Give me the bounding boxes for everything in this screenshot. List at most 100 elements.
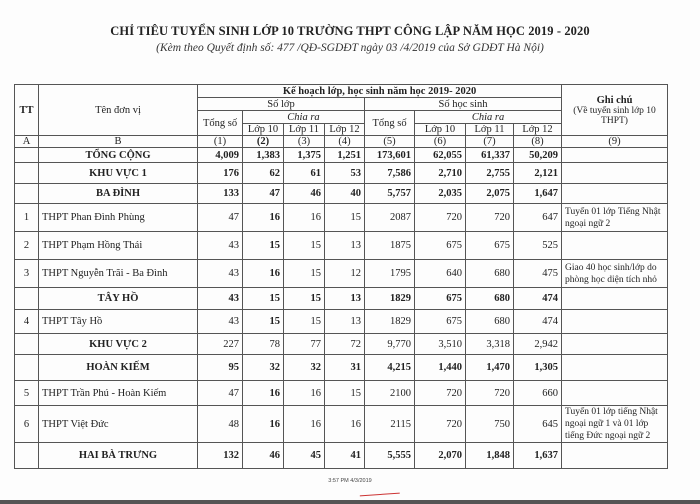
cell-cl-total: 4,009 xyxy=(197,147,243,163)
cell-cl11: 77 xyxy=(283,333,325,355)
cell-cl11: 16 xyxy=(283,380,325,406)
cell-cl10: 32 xyxy=(242,354,284,381)
cell-cl11: 32 xyxy=(283,354,325,381)
cell-st-total: 2115 xyxy=(364,405,415,443)
cell-cl-total: 43 xyxy=(197,259,243,288)
cell-cl12: 15 xyxy=(324,203,365,232)
cell-cl10: 16 xyxy=(242,203,284,232)
cell-st-total: 5,555 xyxy=(364,442,415,469)
note-cell xyxy=(561,333,669,355)
row-number: 4 xyxy=(14,309,39,334)
cell-st-total: 1829 xyxy=(364,287,415,310)
row-number xyxy=(14,287,39,310)
cell-cl10: 78 xyxy=(242,333,284,355)
row-number xyxy=(14,333,39,355)
cell-st11: 2,755 xyxy=(465,162,514,184)
cell-cl-total: 176 xyxy=(197,162,243,184)
cell-cl-total: 47 xyxy=(197,380,243,406)
cell-st10: 1,440 xyxy=(414,354,466,381)
note-cell xyxy=(561,442,669,469)
cell-st11: 675 xyxy=(465,231,514,260)
header-students: Số học sinh xyxy=(363,97,563,111)
table-row: BA ĐÌNH 133 47 46 40 5,757 2,035 2,075 1,647 xyxy=(14,183,669,204)
header-note-title: Ghi chú xyxy=(596,94,633,106)
cell-cl10: 46 xyxy=(242,442,284,469)
cell-cl-total: 43 xyxy=(197,309,243,334)
cell-st11: 720 xyxy=(465,380,514,406)
table-row: TÂY HỒ 43 15 15 13 1829 675 680 474 xyxy=(14,287,669,310)
header-plan: Kế hoạch lớp, học sinh năm học 2019- 202… xyxy=(196,84,563,98)
cell-cl11: 16 xyxy=(283,405,325,443)
cell-st10: 2,035 xyxy=(414,183,466,204)
cell-cl12: 41 xyxy=(324,442,365,469)
cell-st11: 680 xyxy=(465,309,514,334)
cell-cl10: 47 xyxy=(242,183,284,204)
cell-cl12: 13 xyxy=(324,231,365,260)
table-row: 5 THPT Trần Phú - Hoàn Kiếm 47 16 16 15 2100 72… xyxy=(14,380,669,406)
header-classes-split: Chia ra xyxy=(242,110,365,124)
enrollment-quota-table: TT Tên đơn vị Kế hoạch lớp, học sinh năm… xyxy=(14,84,669,469)
column-index-cell: (9) xyxy=(561,135,669,148)
cell-cl12: 16 xyxy=(324,405,365,443)
row-number xyxy=(14,442,39,469)
table-row: KHU VỰC 2 227 78 77 72 9,770 3,510 3,318 2,942 xyxy=(14,333,669,355)
cell-st11: 720 xyxy=(465,203,514,232)
column-index-cell: (2) xyxy=(242,135,284,148)
cell-cl-total: 43 xyxy=(197,231,243,260)
cell-cl12: 13 xyxy=(324,287,365,310)
cell-cl-total: 48 xyxy=(197,405,243,443)
row-number xyxy=(14,183,39,204)
cell-st12: 474 xyxy=(512,309,563,334)
cell-st-total: 5,757 xyxy=(364,183,415,204)
header-tt: TT xyxy=(14,84,39,136)
unit-name: KHU VỰC 1 xyxy=(38,162,198,184)
cell-st11: 3,318 xyxy=(465,333,514,355)
row-number: 3 xyxy=(14,259,39,288)
table-row: 3 THPT Nguyễn Trãi - Ba Đình 43 16 15 12 1795 6… xyxy=(14,259,669,288)
header-unit-name: Tên đơn vị xyxy=(38,84,198,136)
table-row: 4 THPT Tây Hồ 43 15 15 13 1829 675 680 474 xyxy=(14,309,669,334)
row-number xyxy=(14,162,39,184)
note-cell xyxy=(561,183,669,204)
cell-cl12: 12 xyxy=(324,259,365,288)
note-cell xyxy=(561,287,669,310)
column-index-cell: (4) xyxy=(324,135,365,148)
unit-name: HOÀN KIẾM xyxy=(38,354,198,381)
cell-st12: 1,637 xyxy=(512,442,563,469)
cell-cl11: 1,375 xyxy=(283,147,325,163)
header-students-grade11: Lớp 11 xyxy=(465,123,514,136)
cell-cl10: 16 xyxy=(242,259,284,288)
cell-cl-total: 132 xyxy=(197,442,243,469)
unit-name: BA ĐÌNH xyxy=(38,183,198,204)
row-number: 2 xyxy=(14,231,39,260)
cell-cl12: 53 xyxy=(324,162,365,184)
column-index-cell: B xyxy=(38,135,198,148)
cell-cl10: 15 xyxy=(242,231,284,260)
cell-cl11: 16 xyxy=(283,203,325,232)
cell-st12: 645 xyxy=(512,405,563,443)
unit-name: TỔNG CỘNG xyxy=(38,147,198,163)
unit-name: KHU VỰC 2 xyxy=(38,333,198,355)
table-row: 6 THPT Việt Đức 48 16 16 16 2115 720 750 645 Tuyển… xyxy=(14,405,669,443)
cell-st10: 640 xyxy=(414,259,466,288)
cell-cl12: 31 xyxy=(324,354,365,381)
cell-st12: 50,209 xyxy=(512,147,563,163)
document-title: CHỈ TIÊU TUYỂN SINH LỚP 10 TRƯỜNG THPT C… xyxy=(110,24,590,38)
unit-name: TÂY HỒ xyxy=(38,287,198,310)
table-row: HAI BÀ TRƯNG 132 46 45 41 5,555 2,070 1,848 1,63… xyxy=(14,442,669,469)
cell-cl10: 16 xyxy=(242,405,284,443)
cell-st11: 2,075 xyxy=(465,183,514,204)
cell-st-total: 2087 xyxy=(364,203,415,232)
header-note-subtitle: (Về tuyển sinh lớp 10 THPT) xyxy=(573,105,656,126)
row-number: 6 xyxy=(14,405,39,443)
row-number xyxy=(14,147,39,163)
column-index-cell: (1) xyxy=(197,135,243,148)
cell-cl-total: 95 xyxy=(197,354,243,381)
column-index-cell: (5) xyxy=(364,135,415,148)
cell-cl10: 15 xyxy=(242,309,284,334)
cell-cl-total: 43 xyxy=(197,287,243,310)
row-number: 5 xyxy=(14,380,39,406)
cell-st12: 2,121 xyxy=(512,162,563,184)
table-row: 2 THPT Phạm Hồng Thái 43 15 15 13 1875 675 675 52… xyxy=(14,231,669,260)
row-number xyxy=(14,354,39,381)
